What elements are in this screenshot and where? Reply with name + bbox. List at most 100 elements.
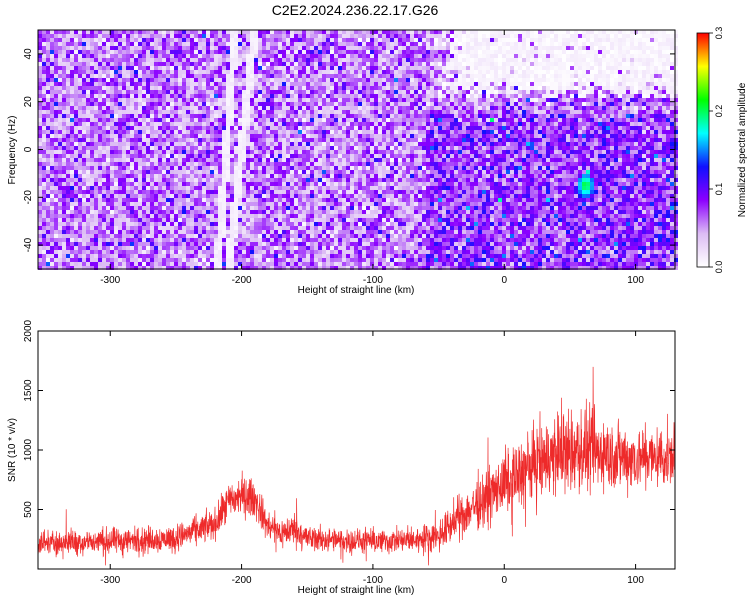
heatmap-cell: [226, 138, 230, 142]
heatmap-cell: [610, 138, 614, 142]
heatmap-cell: [74, 58, 78, 62]
heatmap-cell: [446, 102, 450, 106]
heatmap-cell: [86, 74, 90, 78]
heatmap-cell: [570, 50, 574, 54]
heatmap-cell: [442, 78, 446, 82]
heatmap-cell: [130, 150, 134, 154]
heatmap-cell: [126, 82, 130, 86]
heatmap-cell: [306, 106, 310, 110]
heatmap-cell: [38, 94, 42, 98]
heatmap-cell: [458, 82, 462, 86]
heatmap-cell: [482, 42, 486, 46]
heatmap-cell: [118, 78, 122, 82]
heatmap-cell: [334, 138, 338, 142]
heatmap-cell: [590, 90, 594, 94]
heatmap-cell: [178, 50, 182, 54]
heatmap-cell: [486, 90, 490, 94]
heatmap-cell: [290, 126, 294, 130]
heatmap-cell: [410, 34, 414, 38]
heatmap-cell: [654, 58, 658, 62]
heatmap-cell: [98, 74, 102, 78]
heatmap-cell: [286, 122, 290, 126]
heatmap-cell: [310, 78, 314, 82]
heatmap-cell: [546, 142, 550, 146]
heatmap-cell: [166, 118, 170, 122]
heatmap-cell: [426, 110, 430, 114]
heatmap-cell: [190, 82, 194, 86]
heatmap-cell: [222, 46, 226, 50]
heatmap-cell: [554, 78, 558, 82]
heatmap-cell: [566, 126, 570, 130]
heatmap-cell: [438, 38, 442, 42]
heatmap-cell: [310, 62, 314, 66]
heatmap-cell: [414, 82, 418, 86]
heatmap-cell: [654, 98, 658, 102]
heatmap-cell: [286, 106, 290, 110]
heatmap-cell: [422, 94, 426, 98]
heatmap-cell: [210, 122, 214, 126]
heatmap-cell: [474, 118, 478, 122]
heatmap-cell: [406, 34, 410, 38]
heatmap-cell: [522, 66, 526, 70]
heatmap-cell: [234, 38, 238, 42]
heatmap-cell: [586, 66, 590, 70]
heatmap-cell: [186, 98, 190, 102]
heatmap-cell: [218, 142, 222, 146]
heatmap-cell: [90, 154, 94, 158]
heatmap-cell: [278, 142, 282, 146]
heatmap-cell: [646, 126, 650, 130]
heatmap-cell: [510, 150, 514, 154]
heatmap-cell: [202, 106, 206, 110]
heatmap-cell: [582, 38, 586, 42]
heatmap-cell: [418, 78, 422, 82]
heatmap-cells: [38, 30, 678, 270]
heatmap-cell: [514, 90, 518, 94]
heatmap-cell: [262, 54, 266, 58]
heatmap-cell: [406, 110, 410, 114]
heatmap-cell: [238, 146, 242, 150]
heatmap-cell: [338, 42, 342, 46]
heatmap-cell: [594, 146, 598, 150]
heatmap-cell: [418, 58, 422, 62]
heatmap-cell: [258, 110, 262, 114]
heatmap-cell: [542, 106, 546, 110]
heatmap-cell: [86, 110, 90, 114]
heatmap-cell: [594, 138, 598, 142]
heatmap-cell: [322, 98, 326, 102]
heatmap-cell: [318, 86, 322, 90]
heatmap-cell: [570, 110, 574, 114]
heatmap-cell: [110, 30, 114, 34]
heatmap-cell: [42, 102, 46, 106]
heatmap-cell: [598, 98, 602, 102]
heatmap-cell: [38, 102, 42, 106]
heatmap-cell: [226, 66, 230, 70]
heatmap-cell: [206, 54, 210, 58]
heatmap-cell: [538, 146, 542, 150]
heatmap-cell: [342, 46, 346, 50]
heatmap-cell: [62, 142, 66, 146]
heatmap-cell: [98, 146, 102, 150]
heatmap-cell: [106, 86, 110, 90]
heatmap-cell: [254, 38, 258, 42]
heatmap-cell: [558, 82, 562, 86]
heatmap-cell: [66, 66, 70, 70]
heatmap-cell: [274, 66, 278, 70]
heatmap-cell: [554, 122, 558, 126]
heatmap-cell: [570, 118, 574, 122]
heatmap-cell: [630, 46, 634, 50]
heatmap-cell: [542, 42, 546, 46]
heatmap-cell: [294, 90, 298, 94]
heatmap-cell: [158, 114, 162, 118]
heatmap-cell: [646, 118, 650, 122]
heatmap-cell: [550, 46, 554, 50]
heatmap-cell: [150, 62, 154, 66]
heatmap-cell: [294, 46, 298, 50]
heatmap-cell: [182, 110, 186, 114]
heatmap-cell: [466, 102, 470, 106]
heatmap-cell: [502, 118, 506, 122]
heatmap-cell: [142, 62, 146, 66]
heatmap-cell: [430, 98, 434, 102]
heatmap-cell: [318, 34, 322, 38]
heatmap-cell: [602, 62, 606, 66]
heatmap-cell: [194, 46, 198, 50]
